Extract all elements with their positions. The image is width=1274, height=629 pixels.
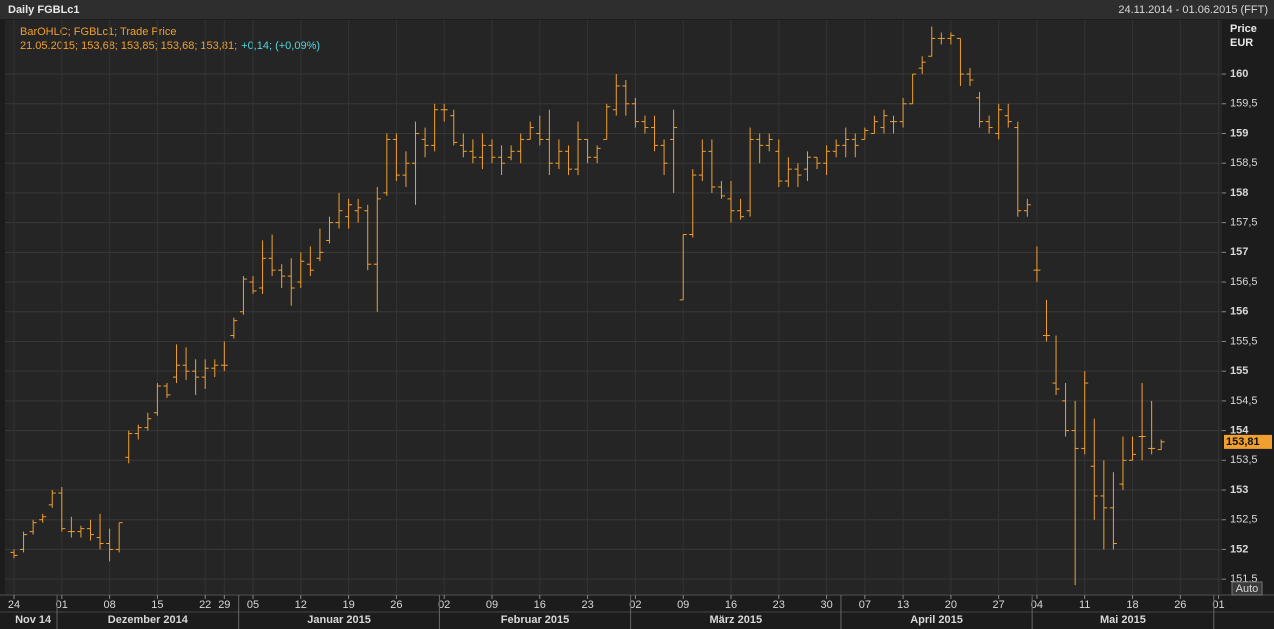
auto-button[interactable]: Auto	[1231, 581, 1263, 596]
x-tick-label: 02	[438, 599, 450, 611]
y-tick-label: 155	[1230, 365, 1248, 377]
y-tick-label: 159	[1230, 127, 1248, 139]
x-tick-label: 18	[1126, 599, 1138, 611]
x-tick-label: 26	[390, 599, 402, 611]
x-tick-label: 08	[103, 599, 115, 611]
x-tick-label: 16	[725, 599, 737, 611]
y-tick-label: 153,5	[1230, 454, 1258, 466]
y-tick-label: 152,5	[1230, 514, 1258, 526]
y-axis-unit: EUR	[1230, 37, 1253, 49]
x-tick-label: 22	[199, 599, 211, 611]
last-price-label: 153,81	[1226, 436, 1260, 448]
x-tick-label: 05	[247, 599, 259, 611]
y-tick-label: 154,5	[1230, 395, 1258, 407]
x-tick-label: 01	[56, 599, 68, 611]
group-label: Dezember 2014	[108, 614, 189, 626]
x-tick-label: 23	[773, 599, 785, 611]
y-tick-label: 153	[1230, 484, 1248, 496]
y-tick-label: 159,5	[1230, 98, 1258, 110]
x-tick-label: 29	[218, 599, 230, 611]
x-tick-label: 15	[151, 599, 163, 611]
group-label: Februar 2015	[501, 614, 569, 626]
y-tick-label: 156,5	[1230, 276, 1258, 288]
date-range: 24.11.2014 - 01.06.2015 (FFT)	[1118, 4, 1268, 16]
y-tick-label: 158,5	[1230, 157, 1258, 169]
y-tick-label: 155,5	[1230, 335, 1258, 347]
legend: BarOHLC; FGBLc1; Trade Price	[20, 26, 177, 38]
x-tick-label: 19	[342, 599, 354, 611]
readout: 21.05.2015; 153,68; 153,85; 153,68; 153,…	[20, 40, 320, 52]
x-tick-label: 30	[820, 599, 832, 611]
chart-title: Daily FGBLc1	[8, 4, 80, 16]
x-tick-label: 23	[581, 599, 593, 611]
auto-button-label[interactable]: Auto	[1236, 583, 1259, 595]
y-tick-label: 156	[1230, 306, 1248, 318]
x-tick-label: 09	[486, 599, 498, 611]
y-tick-label: 152	[1230, 543, 1248, 555]
x-tick-label: 20	[945, 599, 957, 611]
x-tick-label: 01	[1212, 599, 1224, 611]
x-tick-label: 07	[859, 599, 871, 611]
x-tick-label: 24	[8, 599, 20, 611]
y-tick-label: 158	[1230, 187, 1248, 199]
x-tick-label: 04	[1031, 599, 1043, 611]
x-tick-label: 13	[897, 599, 909, 611]
x-tick-label: 16	[534, 599, 546, 611]
last-price-box	[1224, 434, 1272, 449]
group-label: Mai 2015	[1100, 614, 1146, 626]
y-tick-label: 154	[1230, 425, 1249, 437]
x-tick-label: 11	[1079, 599, 1090, 611]
group-label: April 2015	[910, 614, 963, 626]
x-tick-label: 02	[629, 599, 641, 611]
group-label: März 2015	[709, 614, 762, 626]
x-tick-label: 09	[677, 599, 689, 611]
plot-area	[5, 20, 1222, 594]
auto-button-box[interactable]	[1231, 581, 1263, 596]
group-label: Nov 14	[15, 614, 52, 626]
y-tick-label: 157,5	[1230, 217, 1258, 229]
readout-values: 21.05.2015; 153,68; 153,85; 153,68; 153,…	[20, 40, 237, 52]
x-tick-label: 27	[993, 599, 1005, 611]
y-tick-label: 157	[1230, 246, 1248, 258]
x-tick-label: 12	[295, 599, 307, 611]
y-axis-title: Price	[1230, 23, 1257, 35]
group-label: Januar 2015	[307, 614, 371, 626]
y-tick-label: 160	[1230, 68, 1248, 80]
x-tick-label: 26	[1174, 599, 1186, 611]
title-bar	[0, 0, 1274, 19]
